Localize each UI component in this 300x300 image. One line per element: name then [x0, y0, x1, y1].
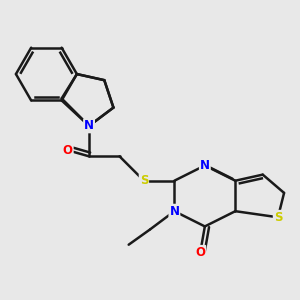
Text: S: S	[140, 174, 148, 187]
Text: O: O	[195, 246, 205, 259]
Text: N: N	[84, 119, 94, 132]
Text: O: O	[63, 144, 73, 157]
Text: N: N	[200, 159, 210, 172]
Text: N: N	[169, 205, 179, 218]
Text: S: S	[274, 211, 282, 224]
